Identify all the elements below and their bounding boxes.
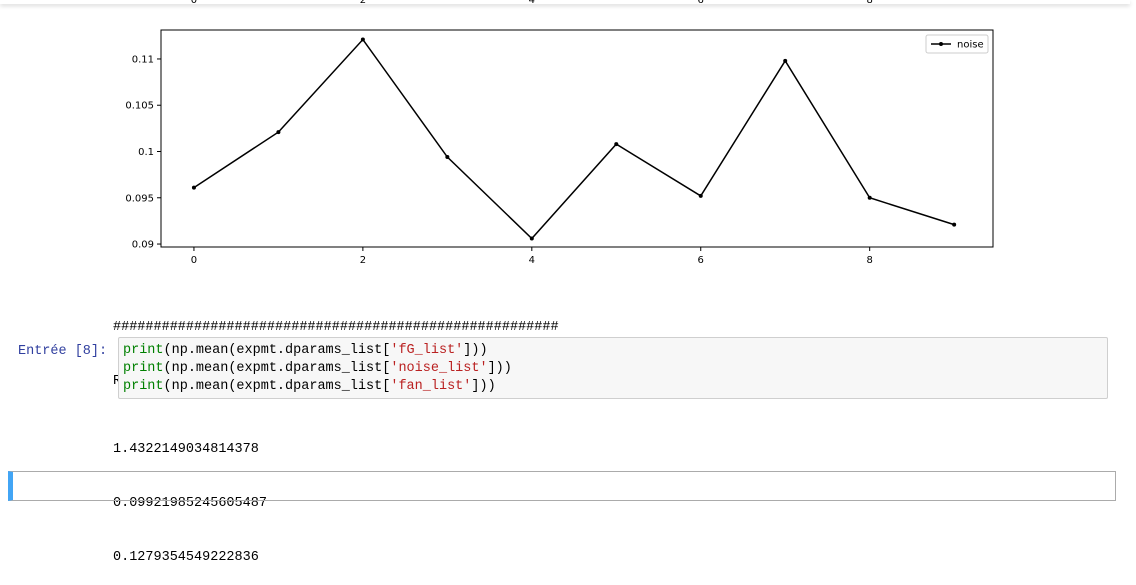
empty-cell[interactable] [8,471,1116,501]
cell-prompt: Entrée [8]: [18,344,108,359]
code-token: print [123,361,164,376]
x-tick-label: 4 [529,255,535,266]
point [360,37,365,42]
code-token: (np.mean(expmt.dparams_list[ [163,379,391,394]
chart: 0 2 4 6 8 0.09 0.095 0.1 0.105 0.11 0 2 4 6 8 noise [125,0,994,266]
code-token: (np.mean(expmt.dparams_list[ [163,361,391,376]
code-line: print(np.mean(expmt.dparams_list['fG_lis… [123,342,1107,360]
point [614,142,619,147]
output-line: 0.1279354549222836 [113,550,259,565]
code-token: ])) [487,361,512,376]
x-tick-label: 0 [191,255,197,266]
output-line: 1.4322149034814378 [113,442,259,457]
point [783,58,788,63]
code-token: ])) [471,379,496,394]
y-tick-label: 0.1 [138,147,154,158]
line [193,38,955,240]
code-line: print(np.mean(expmt.dparams_list['noise_… [123,360,1107,378]
x-tick-label: 0 [191,0,197,6]
point [445,155,450,160]
point [191,185,196,190]
x-tick-label: 6 [698,0,704,6]
code-token: 'fG_list' [390,343,464,358]
legend-marker [939,42,943,46]
x-tick-label: 6 [698,255,704,266]
x-tick-label: 8 [866,0,872,6]
point [867,195,872,200]
point [952,222,957,227]
legend-label: noise [957,40,984,51]
point [276,130,281,135]
y-tick-label: 0.11 [132,54,154,65]
x-tick-label: 8 [866,255,872,266]
x-tick-label: 2 [360,0,366,6]
y-tick-label: 0.095 [125,193,154,204]
x-tick-label: 2 [360,255,366,266]
code-token: print [123,379,164,394]
output-line: ########################################… [113,320,559,335]
plot-frame [160,29,994,248]
legend-box [925,34,989,54]
code-token: 'fan_list' [390,379,472,394]
code-input[interactable]: print(np.mean(expmt.dparams_list['fG_lis… [118,337,1108,399]
code-token: (np.mean(expmt.dparams_list[ [163,343,391,358]
point [698,193,703,198]
code-token: ])) [463,343,488,358]
code-token: 'noise_list' [390,361,488,376]
point [529,236,534,241]
code-line: print(np.mean(expmt.dparams_list['fan_li… [123,378,1107,396]
code-token: print [123,343,164,358]
y-tick-label: 0.09 [132,240,154,251]
notebook: 0 2 4 6 8 0.09 0.095 0.1 0.105 0.11 0 2 4 6 8 noise ###… [8,0,1116,565]
x-tick-label: 4 [529,0,535,6]
y-tick-label: 0.105 [125,101,154,112]
